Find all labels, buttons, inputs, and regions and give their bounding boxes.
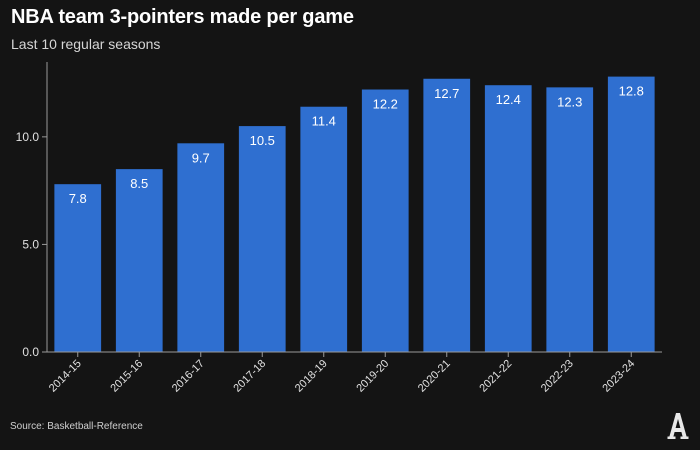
- x-tick-label: 2022-23: [539, 358, 576, 395]
- bar: [423, 78, 471, 353]
- chart-subtitle: Last 10 regular seasons: [11, 36, 161, 52]
- bar: [484, 85, 532, 352]
- bar: [607, 76, 655, 352]
- x-tick-label: 2016-17: [170, 358, 207, 395]
- x-tick-label: 2019-20: [354, 358, 391, 395]
- athletic-logo-icon: [667, 413, 689, 439]
- bar-value-label: 11.4: [312, 114, 336, 129]
- y-tick-label: 5.0: [22, 237, 39, 251]
- bar: [361, 89, 409, 353]
- bar: [115, 169, 163, 352]
- source-note: Source: Basketball-Reference: [10, 421, 143, 432]
- bar-value-label: 7.8: [69, 191, 87, 206]
- bar-value-label: 8.5: [130, 176, 148, 191]
- x-tick-label: 2020-21: [416, 358, 453, 395]
- bar-value-label: 12.2: [373, 97, 398, 112]
- bar: [546, 87, 594, 352]
- bar-value-label: 9.7: [192, 150, 210, 165]
- x-tick-label: 2015-16: [108, 358, 145, 395]
- x-tick-label: 2023-24: [600, 358, 637, 395]
- bar: [300, 106, 348, 353]
- y-tick-label: 10.0: [16, 130, 40, 144]
- bar: [54, 184, 102, 352]
- bar-value-label: 12.3: [557, 94, 582, 109]
- bar-value-label: 12.7: [434, 86, 459, 101]
- bar: [177, 143, 225, 352]
- bar: [238, 126, 286, 352]
- bar-value-label: 10.5: [250, 133, 275, 148]
- x-tick-label: 2014-15: [47, 358, 84, 395]
- y-tick-label: 0.0: [22, 345, 39, 359]
- bar-value-label: 12.8: [619, 84, 644, 99]
- bar-value-label: 12.4: [496, 92, 521, 107]
- x-tick-label: 2018-19: [293, 358, 330, 395]
- x-tick-label: 2017-18: [231, 358, 268, 395]
- x-tick-label: 2021-22: [477, 358, 514, 395]
- chart-title: NBA team 3-pointers made per game: [11, 6, 354, 28]
